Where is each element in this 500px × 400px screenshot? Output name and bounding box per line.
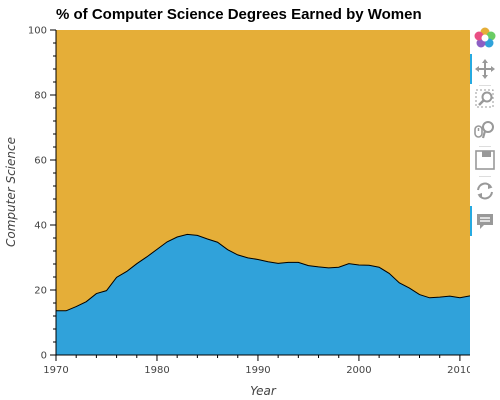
- hover-tool-button[interactable]: [473, 210, 497, 234]
- y-tick-label: 100: [28, 26, 47, 37]
- y-tick-label: 0: [41, 351, 47, 362]
- y-axis: 0 20 40 60 80 100: [28, 26, 57, 362]
- y-tick-label: 20: [34, 286, 47, 297]
- chart-toolbar: [470, 24, 500, 244]
- remainder-area: [56, 30, 470, 311]
- y-tick-label: 40: [34, 221, 47, 232]
- box-zoom-icon: [475, 89, 494, 108]
- box-zoom-button[interactable]: [473, 87, 497, 111]
- save-button[interactable]: [473, 148, 497, 172]
- pan-icon: [475, 59, 495, 79]
- chart-title: % of Computer Science Degrees Earned by …: [56, 6, 422, 23]
- x-tick-label: 1990: [245, 365, 270, 376]
- women-series-line: [56, 233, 470, 312]
- reset-icon: [477, 182, 493, 200]
- x-axis-label: Year: [250, 384, 277, 398]
- x-tick-label: 2000: [346, 365, 371, 376]
- y-axis-label: Computer Science: [4, 137, 18, 247]
- reset-button[interactable]: [473, 179, 497, 203]
- toolbar-separator: [479, 176, 491, 177]
- women-area: [56, 234, 470, 355]
- x-tick-label: 2010: [447, 365, 470, 376]
- bokeh-logo-icon[interactable]: [473, 26, 497, 50]
- x-tick-label: 1970: [43, 365, 68, 376]
- chart-plot[interactable]: 0 20 40 60 80 100 1970 1980 1990 2000 2010 Comput…: [0, 0, 470, 400]
- hover-icon: [477, 214, 493, 229]
- y-tick-label: 60: [34, 156, 47, 167]
- wheel-zoom-icon: [474, 121, 494, 139]
- pan-tool-button[interactable]: [473, 57, 497, 81]
- pan-active-indicator: [470, 54, 472, 84]
- x-axis: 1970 1980 1990 2000 2010: [43, 354, 470, 376]
- wheel-zoom-button[interactable]: [473, 118, 497, 142]
- toolbar-separator: [479, 85, 491, 86]
- x-tick-label: 1980: [144, 365, 169, 376]
- toolbar-separator: [479, 146, 491, 147]
- save-icon: [475, 150, 495, 170]
- y-tick-label: 80: [34, 91, 47, 102]
- hover-active-indicator: [470, 206, 472, 236]
- plot-area: [56, 30, 470, 355]
